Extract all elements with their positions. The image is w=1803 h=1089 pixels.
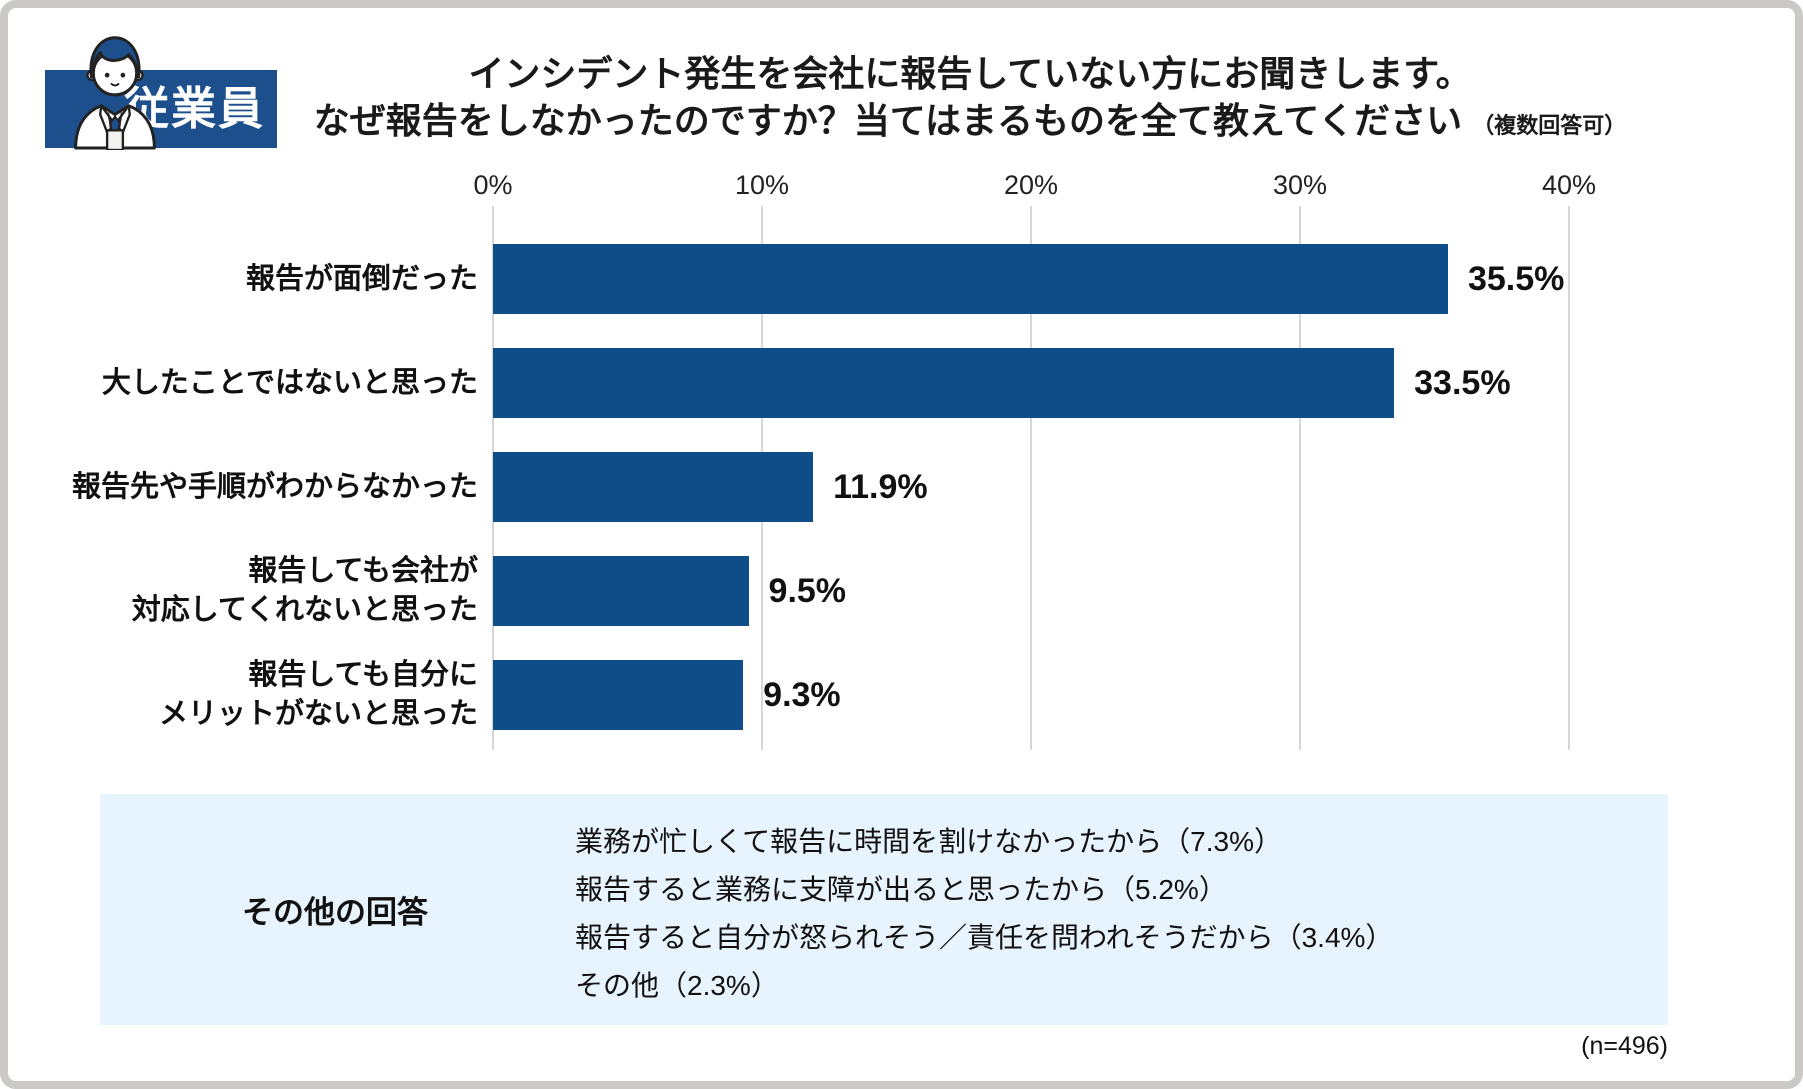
category-label: 報告しても会社が 対応してくれないと思った bbox=[40, 555, 478, 626]
chart-title-line2: なぜ報告をしなかったのですか？当てはまるものを全て教えてください （複数回答可） bbox=[313, 100, 1627, 141]
chart-title-line1: インシデント発生を会社に報告していない方にお聞きします。 bbox=[468, 53, 1472, 94]
bar-value-label: 11.9% bbox=[833, 468, 928, 506]
category-label: 報告しても自分に メリットがないと思った bbox=[40, 659, 478, 730]
bar bbox=[493, 556, 749, 626]
chart-title: インシデント発生を会社に報告していない方にお聞きします。 なぜ報告をしなかったの… bbox=[230, 50, 1710, 149]
gridline bbox=[1299, 206, 1301, 750]
other-answers-list: 業務が忙しくて報告に時間を割けなかったから（7.3%） 報告すると業務に支障が出る… bbox=[575, 818, 1393, 1010]
category-label-text: 報告が面倒だった bbox=[245, 262, 478, 295]
x-axis-tick: 10% bbox=[734, 170, 790, 200]
category-label: 報告先や手順がわからなかった bbox=[40, 452, 478, 522]
x-axis-tick: 20% bbox=[1003, 170, 1059, 200]
other-answer-line: 報告すると自分が怒られそう／責任を問われそうだから（3.4%） bbox=[575, 922, 1394, 953]
other-answer-line: その他（2.3%） bbox=[575, 970, 779, 1001]
other-answers-box: その他の回答 業務が忙しくて報告に時間を割けなかったから（7.3%） 報告すると業… bbox=[100, 794, 1668, 1025]
x-axis-tick: 0% bbox=[473, 170, 513, 200]
sample-size-note: (n=496) bbox=[1581, 1032, 1668, 1060]
gridline bbox=[1030, 206, 1032, 750]
category-label: 大したことではないと思った bbox=[40, 348, 478, 418]
other-answers-label: その他の回答 bbox=[242, 895, 428, 930]
category-label: 報告が面倒だった bbox=[40, 244, 478, 314]
category-label-text: 報告しても会社が 対応してくれないと思った bbox=[131, 555, 478, 626]
bar-value-label: 9.5% bbox=[768, 572, 847, 610]
other-answer-line: 業務が忙しくて報告に時間を割けなかったから（7.3%） bbox=[575, 826, 1282, 857]
bar-value-label: 33.5% bbox=[1414, 364, 1511, 402]
x-axis-tick: 30% bbox=[1272, 170, 1328, 200]
bar bbox=[493, 452, 814, 522]
x-axis-tick: 40% bbox=[1541, 170, 1597, 200]
multiple-answers-note: （複数回答可） bbox=[1472, 113, 1627, 138]
category-label-text: 報告しても自分に メリットがないと思った bbox=[158, 659, 478, 730]
category-label-text: 報告先や手順がわからなかった bbox=[71, 470, 478, 503]
employee-man-icon bbox=[74, 36, 156, 150]
other-answer-line: 報告すると業務に支障が出ると思ったから（5.2%） bbox=[575, 874, 1227, 905]
bar bbox=[493, 244, 1448, 314]
bar bbox=[493, 660, 744, 730]
gridline bbox=[1568, 206, 1570, 750]
bar-value-label: 35.5% bbox=[1467, 260, 1565, 298]
bar bbox=[493, 348, 1395, 418]
category-label-text: 大したことではないと思った bbox=[101, 366, 478, 399]
bar-value-label: 9.3% bbox=[763, 676, 841, 714]
